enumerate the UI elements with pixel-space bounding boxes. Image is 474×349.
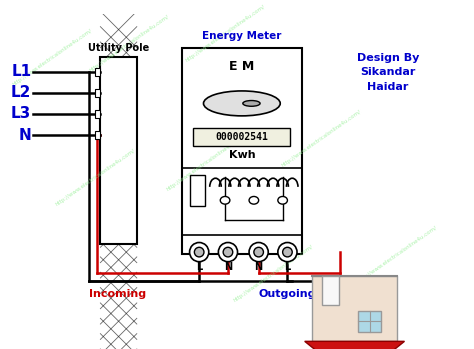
Bar [358, 311, 382, 332]
Ellipse shape [203, 91, 280, 116]
Text: http://www.electricalonline4u.com/: http://www.electricalonline4u.com/ [55, 148, 137, 207]
Text: L2: L2 [11, 86, 31, 101]
Text: L3: L3 [11, 106, 31, 121]
Text: 000002541: 000002541 [215, 132, 268, 142]
Text: Incoming: Incoming [89, 289, 146, 299]
Bar [100, 57, 137, 244]
Circle shape [223, 247, 233, 257]
Circle shape [190, 243, 209, 262]
Text: Outgoing: Outgoing [259, 289, 316, 299]
Text: L: L [196, 262, 202, 273]
Bar [312, 276, 397, 341]
Bar [95, 131, 100, 139]
Text: E M: E M [229, 60, 255, 73]
Text: Kwh: Kwh [228, 150, 255, 160]
Ellipse shape [249, 196, 259, 204]
Ellipse shape [278, 196, 287, 204]
Bar [95, 68, 100, 76]
Text: N: N [224, 262, 232, 273]
Text: Utility Pole: Utility Pole [88, 43, 149, 53]
Text: http://www.electricalonline4u.com/: http://www.electricalonline4u.com/ [184, 4, 266, 63]
Bar [322, 276, 339, 305]
Text: http://www.electricalonline4u.com/: http://www.electricalonline4u.com/ [357, 224, 438, 284]
Bar [190, 175, 205, 206]
Bar [95, 89, 100, 97]
Bar [95, 110, 100, 118]
Text: L: L [284, 262, 291, 273]
Text: Design By
Sikandar
Haidar: Design By Sikandar Haidar [357, 53, 419, 92]
Text: http://www.electricalonline4u.com/: http://www.electricalonline4u.com/ [232, 244, 314, 303]
Text: Energy Meter: Energy Meter [202, 31, 282, 41]
Bar [182, 48, 302, 254]
Circle shape [254, 247, 264, 257]
Circle shape [219, 243, 237, 262]
Ellipse shape [243, 101, 260, 106]
Circle shape [278, 243, 297, 262]
Text: N: N [18, 128, 31, 142]
Circle shape [194, 247, 204, 257]
Text: http://www.electricalonline4u.com/: http://www.electricalonline4u.com/ [12, 28, 93, 87]
Text: http://www.electricalonline4u.com/: http://www.electricalonline4u.com/ [88, 13, 170, 73]
Circle shape [283, 247, 292, 257]
Bar [193, 128, 290, 146]
Text: http://www.electricalonline4u.com/: http://www.electricalonline4u.com/ [280, 109, 362, 169]
Text: L1: L1 [11, 64, 31, 79]
Ellipse shape [220, 196, 230, 204]
Polygon shape [305, 341, 404, 349]
Circle shape [249, 243, 268, 262]
Text: N: N [255, 262, 263, 273]
Text: http://www.electricalonline4u.com/: http://www.electricalonline4u.com/ [165, 133, 246, 192]
